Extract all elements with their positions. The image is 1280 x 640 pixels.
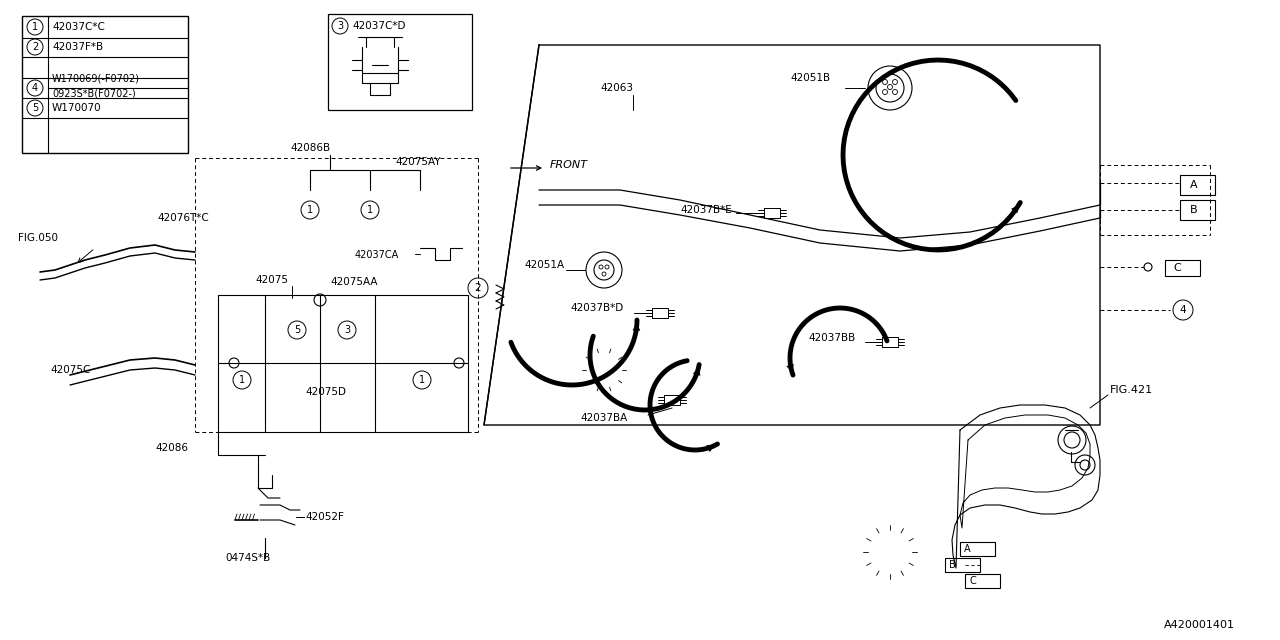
Bar: [945, 558, 980, 572]
Text: A420001401: A420001401: [1164, 620, 1235, 630]
Bar: [1165, 260, 1201, 276]
Bar: [965, 574, 1000, 588]
Text: FIG.421: FIG.421: [1110, 385, 1153, 395]
Text: 42075AA: 42075AA: [330, 277, 378, 287]
Text: 0474S*B: 0474S*B: [225, 553, 270, 563]
Text: 42086B: 42086B: [291, 143, 330, 153]
Text: 42075: 42075: [255, 275, 288, 285]
Text: W170069(-F0702): W170069(-F0702): [52, 73, 140, 83]
Text: 42037C*D: 42037C*D: [352, 21, 406, 31]
Bar: [218, 295, 468, 432]
Text: 42075C: 42075C: [50, 365, 91, 375]
Text: 5: 5: [294, 325, 300, 335]
Text: 1: 1: [32, 22, 38, 32]
Text: FRONT: FRONT: [550, 160, 588, 170]
Text: 42052F: 42052F: [305, 512, 344, 522]
Text: 0923S*B(F0702-): 0923S*B(F0702-): [52, 88, 136, 98]
Text: 5: 5: [32, 103, 38, 113]
Text: W170070: W170070: [52, 103, 101, 113]
Text: 42051A: 42051A: [525, 260, 564, 270]
Text: 42037BA: 42037BA: [580, 413, 627, 423]
Text: 3: 3: [344, 325, 349, 335]
Text: 1: 1: [239, 375, 244, 385]
Text: 1: 1: [367, 205, 372, 215]
Text: 4: 4: [32, 83, 38, 93]
Text: 3: 3: [337, 21, 343, 31]
Text: 1: 1: [419, 375, 425, 385]
Text: 42037B*E: 42037B*E: [680, 205, 732, 215]
Text: 42037C*C: 42037C*C: [52, 22, 105, 32]
Text: A: A: [1190, 180, 1198, 190]
Text: 42051B: 42051B: [790, 73, 831, 83]
Bar: [22, 16, 188, 153]
Bar: [328, 14, 472, 110]
Text: A: A: [964, 544, 970, 554]
Bar: [960, 542, 995, 556]
Text: 42037CA: 42037CA: [355, 250, 399, 260]
Text: B: B: [1190, 205, 1198, 215]
Text: 4: 4: [1180, 305, 1187, 315]
Text: B: B: [948, 560, 956, 570]
Text: 1: 1: [307, 205, 314, 215]
Text: 42076T*C: 42076T*C: [157, 213, 209, 223]
Text: 42075D: 42075D: [305, 387, 346, 397]
Text: FIG.050: FIG.050: [18, 233, 58, 243]
Text: 42037F*B: 42037F*B: [52, 42, 104, 52]
Bar: [1180, 200, 1215, 220]
Text: 42063: 42063: [600, 83, 634, 93]
Text: 2: 2: [475, 283, 481, 293]
Text: 42037B*D: 42037B*D: [570, 303, 623, 313]
Text: 42086: 42086: [155, 443, 188, 453]
Text: C: C: [969, 576, 975, 586]
Bar: [1180, 175, 1215, 195]
Text: C: C: [1172, 263, 1180, 273]
Text: 42075AY: 42075AY: [396, 157, 440, 167]
Text: 2: 2: [32, 42, 38, 52]
Text: 42037BB: 42037BB: [808, 333, 855, 343]
